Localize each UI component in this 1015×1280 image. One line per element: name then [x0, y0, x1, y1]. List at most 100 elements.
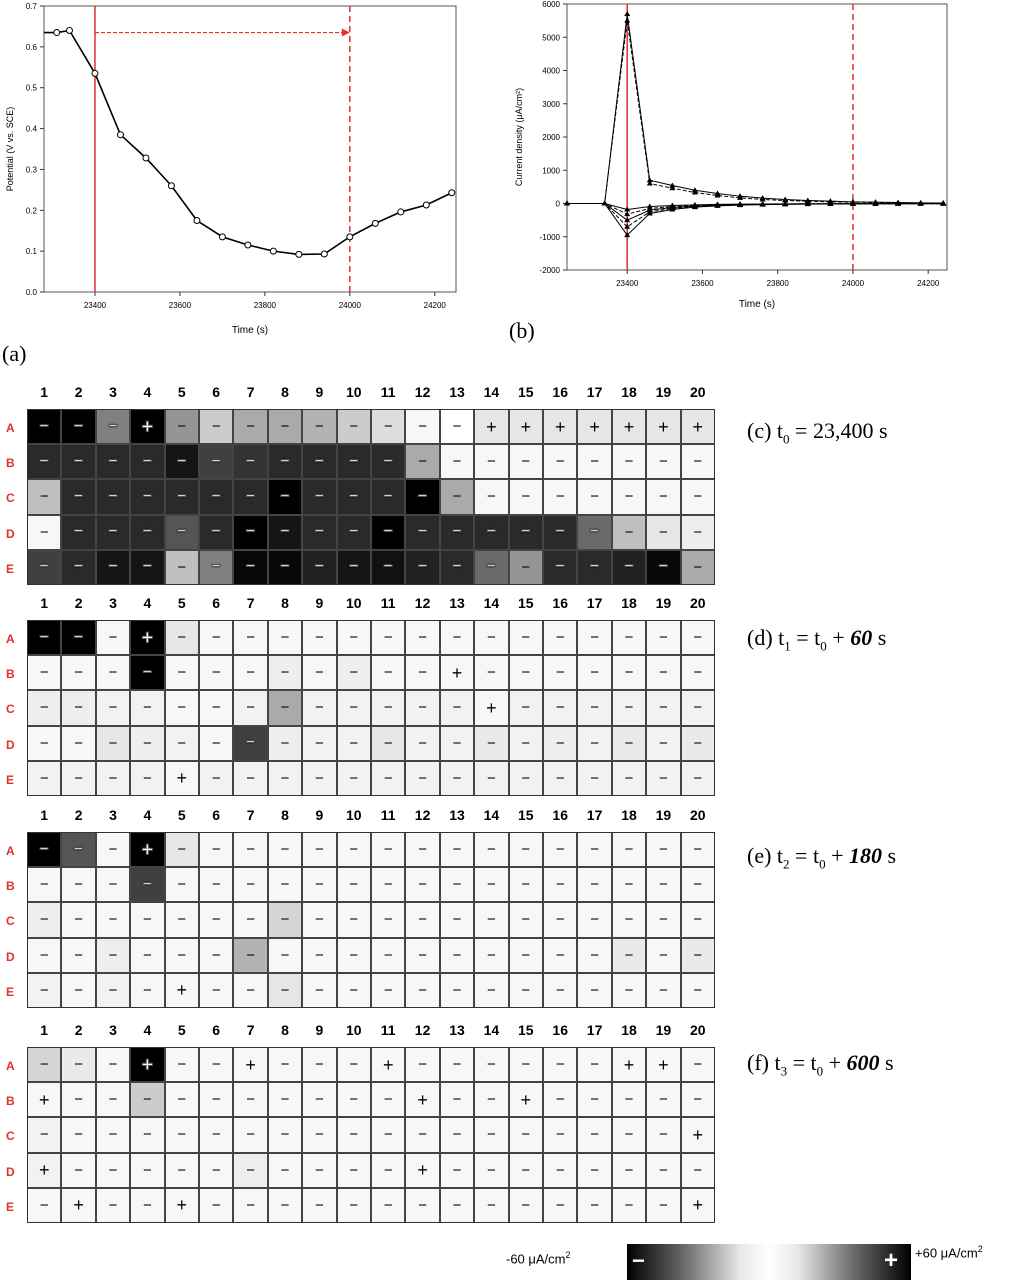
grid-cell: − — [302, 409, 337, 445]
minus-icon: − — [590, 1196, 599, 1214]
grid-cell: − — [130, 690, 165, 726]
column-header: 18 — [621, 595, 637, 611]
minus-icon: − — [590, 1161, 599, 1179]
minus-icon: − — [349, 1056, 359, 1074]
row-label: E — [6, 984, 15, 999]
minus-icon: − — [211, 558, 221, 576]
minus-icon: − — [589, 558, 600, 576]
minus-icon: − — [487, 1091, 496, 1109]
grid-cell: − — [474, 725, 509, 761]
triangle-marker — [624, 217, 631, 223]
column-header: 12 — [414, 595, 431, 611]
grid-cell: − — [61, 549, 96, 585]
data-point — [244, 241, 252, 249]
grid-cell: − — [95, 549, 131, 585]
grid-cell: − — [164, 409, 199, 445]
panel-label-a: (a) — [2, 341, 27, 366]
minus-icon: − — [74, 911, 83, 929]
grid-cell: − — [95, 1082, 131, 1118]
grid-cell: − — [336, 479, 371, 515]
grid-cell: − — [405, 902, 440, 938]
y-tick-label: 3000 — [542, 100, 560, 109]
minus-icon: − — [315, 1161, 324, 1179]
minus-icon: − — [659, 876, 668, 894]
minus-icon: − — [452, 699, 462, 717]
minus-icon: − — [418, 1196, 427, 1214]
minus-icon: − — [418, 769, 427, 787]
grid-cell: + — [680, 1117, 715, 1153]
triangle-marker — [669, 185, 676, 191]
grid-cell: − — [577, 514, 612, 550]
minus-icon: − — [280, 946, 290, 964]
minus-icon: − — [177, 1091, 187, 1109]
column-header: 11 — [380, 595, 396, 611]
grid-cell: − — [336, 1082, 371, 1118]
column-header: 14 — [483, 807, 500, 823]
plus-icon: + — [554, 416, 566, 437]
minus-icon: − — [280, 452, 290, 470]
grid-cell: − — [61, 409, 96, 445]
minus-icon: − — [487, 911, 496, 929]
minus-icon: − — [280, 523, 290, 541]
minus-icon: − — [315, 418, 324, 436]
row-label: A — [6, 421, 15, 435]
minus-icon: − — [624, 734, 634, 752]
grid-cell: − — [543, 725, 578, 761]
grid-cell: − — [61, 1152, 96, 1188]
plus-icon: + — [658, 1054, 669, 1075]
minus-icon: − — [177, 841, 187, 859]
triangle-marker — [646, 177, 653, 183]
minus-icon: − — [74, 734, 83, 752]
grid-cell: − — [543, 655, 578, 691]
grid-cell: − — [164, 725, 199, 761]
minus-icon: − — [108, 417, 118, 435]
minus-icon: − — [555, 981, 565, 999]
grid-cell: − — [611, 444, 647, 480]
minus-icon: − — [108, 911, 118, 929]
minus-icon: − — [693, 734, 703, 752]
grid-cell: − — [577, 1117, 612, 1153]
column-header: 1 — [40, 595, 49, 611]
colorbar-plus-icon: + — [884, 1247, 899, 1274]
grid-cell: − — [646, 514, 681, 550]
minus-icon: − — [418, 911, 427, 929]
triangle-marker — [804, 198, 811, 204]
grid-cell: − — [199, 902, 234, 938]
minus-icon: − — [659, 629, 668, 647]
plus-icon: + — [589, 416, 600, 437]
triangle-marker — [759, 200, 766, 206]
grid-cell: − — [95, 867, 131, 903]
minus-icon: − — [521, 664, 531, 682]
minus-icon: − — [383, 981, 393, 999]
grid-cell: − — [371, 972, 406, 1008]
minus-icon: − — [555, 911, 565, 929]
grid-cell: − — [543, 1152, 578, 1188]
column-header: 2 — [74, 384, 83, 400]
column-header: 4 — [143, 595, 152, 611]
minus-icon: − — [280, 699, 290, 717]
triangle-marker — [624, 17, 631, 23]
minus-icon: − — [74, 769, 83, 787]
minus-icon: − — [177, 664, 187, 682]
minus-icon: − — [521, 769, 531, 787]
minus-icon: − — [142, 452, 153, 470]
data-point — [65, 27, 73, 35]
minus-icon: − — [74, 1091, 83, 1109]
minus-icon: − — [315, 699, 324, 717]
grid-cell: − — [439, 832, 475, 868]
grid-cell: − — [405, 549, 440, 585]
minus-icon: − — [486, 523, 497, 541]
minus-icon: − — [39, 734, 49, 752]
grid-cell: + — [646, 409, 681, 445]
grid-cell: − — [474, 620, 509, 656]
x-axis-label: Time (s) — [232, 325, 268, 336]
minus-icon: − — [74, 876, 83, 894]
grid-cell: + — [405, 1082, 440, 1118]
grid-cell: − — [164, 690, 199, 726]
grid-cell: − — [508, 549, 543, 585]
grid-cell: + — [164, 1187, 199, 1223]
plus-icon: + — [520, 416, 532, 437]
minus-icon: − — [211, 629, 221, 647]
minus-icon: − — [280, 558, 290, 576]
minus-icon: − — [521, 629, 531, 647]
